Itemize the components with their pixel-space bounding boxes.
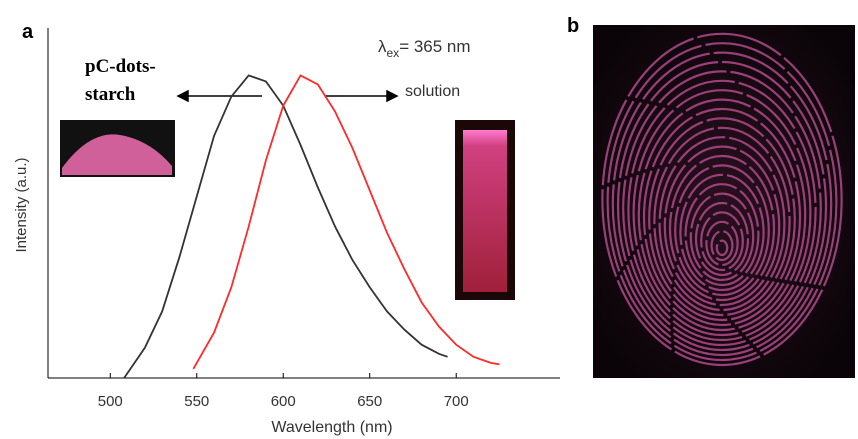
ridge	[663, 145, 781, 307]
ridge	[637, 98, 807, 332]
ridge	[694, 201, 750, 277]
ridge	[700, 211, 744, 272]
ridge	[674, 164, 770, 297]
ridge	[606, 42, 838, 362]
panel-label: b	[567, 15, 579, 37]
annotation: λ	[378, 37, 387, 56]
ridge	[710, 230, 734, 262]
ridge	[653, 126, 791, 317]
line-series	[123, 74, 448, 379]
annotation: pC-dots-	[85, 56, 156, 77]
arrows	[176, 89, 399, 103]
ridge	[601, 32, 843, 367]
ridge	[715, 239, 729, 257]
ridge	[622, 70, 822, 347]
annotation: solution	[405, 83, 460, 100]
ridge	[658, 136, 786, 312]
plot-area	[47, 28, 560, 379]
cuvette	[463, 130, 507, 292]
ridge	[616, 60, 828, 352]
annotation: = 365 nm	[399, 37, 470, 56]
ridge	[705, 220, 739, 267]
ridge	[684, 183, 760, 287]
x-tick-label: 600	[271, 393, 296, 410]
ridge	[611, 51, 833, 357]
annotation: starch	[85, 84, 136, 105]
ridge	[627, 79, 817, 342]
x-axis-label: Wavelength (nm)	[271, 419, 392, 436]
annotation: ex	[387, 46, 400, 60]
line-series	[192, 74, 500, 370]
ridge	[689, 192, 755, 282]
ridge	[679, 173, 765, 292]
powder	[62, 134, 172, 175]
ridge	[648, 117, 796, 322]
y-axis-label: Intensity (a.u.)	[13, 157, 30, 252]
ridge	[668, 154, 776, 302]
ridge	[642, 107, 802, 327]
x-tick-label: 550	[184, 393, 209, 410]
x-tick-label: 500	[98, 393, 123, 410]
x-tick-label: 700	[444, 393, 469, 410]
ridge	[632, 89, 812, 337]
annotation: λex= 365 nm	[378, 37, 471, 60]
panel-label: a	[22, 21, 34, 43]
x-tick-label: 650	[357, 393, 382, 410]
fingerprint-image	[593, 25, 855, 378]
